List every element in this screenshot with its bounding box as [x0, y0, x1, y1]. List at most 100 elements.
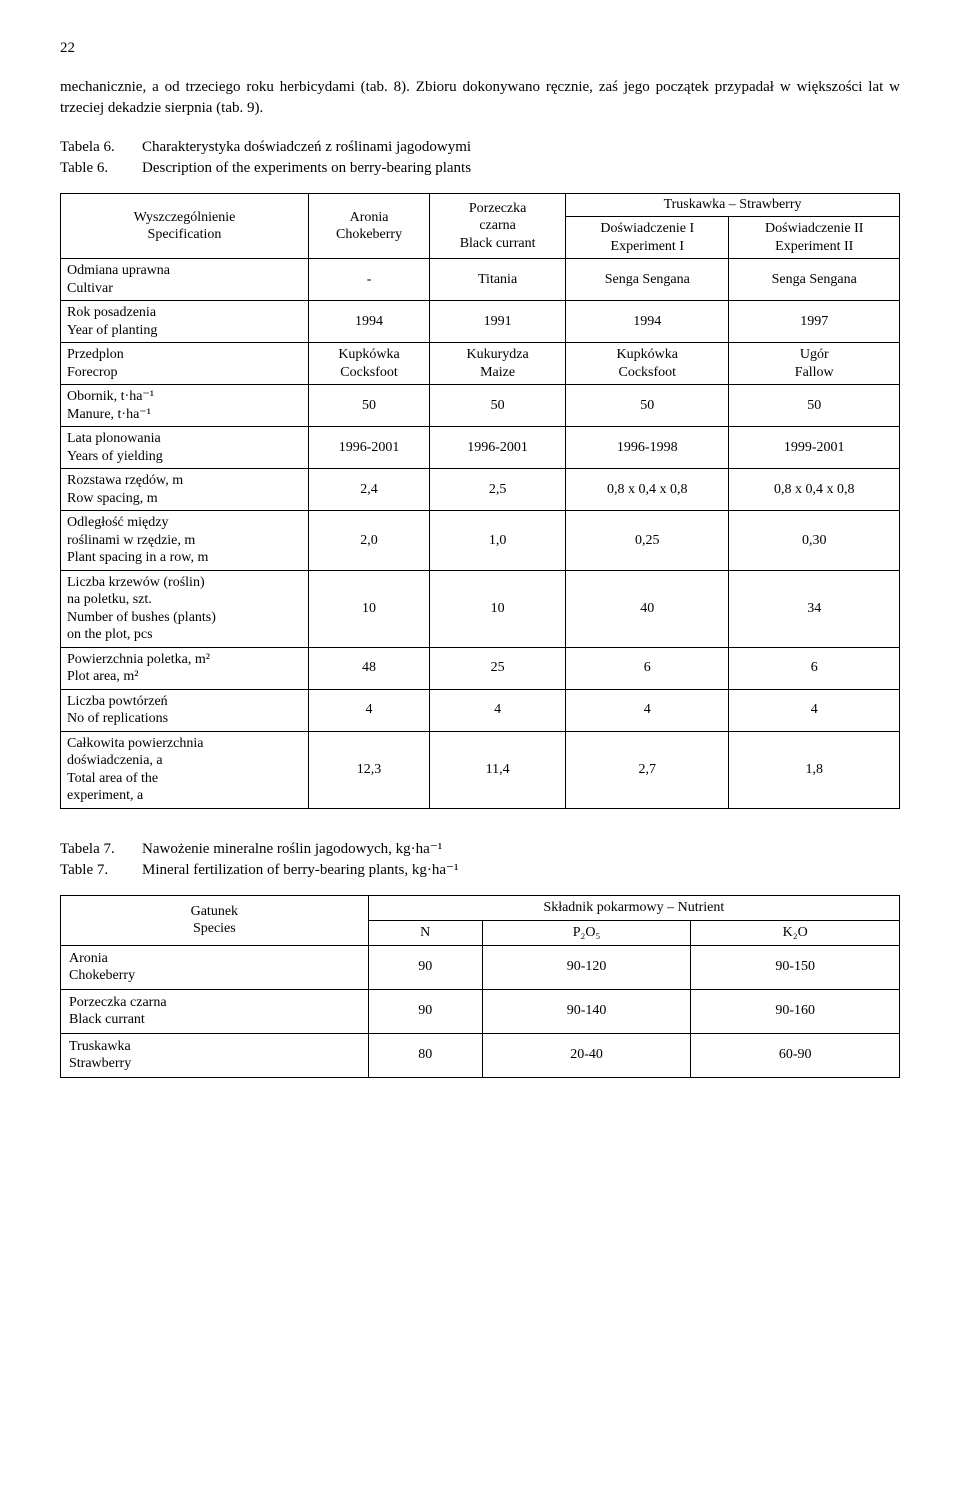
- cell: 60-90: [691, 1033, 900, 1077]
- col-spec: WyszczególnienieSpecification: [61, 194, 309, 259]
- row-label: Obornik, t·ha⁻¹Manure, t·ha⁻¹: [61, 385, 309, 427]
- table7-caption: Tabela 7. Nawożenie mineralne roślin jag…: [60, 839, 900, 881]
- cell: 12,3: [308, 731, 429, 808]
- col-k: K₂O: [691, 920, 900, 945]
- cell: 1996-2001: [430, 427, 566, 469]
- cell: 1,0: [430, 511, 566, 571]
- cell: 34: [729, 570, 900, 647]
- cell: 90: [368, 989, 482, 1033]
- cell: 4: [566, 689, 729, 731]
- table-row: Obornik, t·ha⁻¹Manure, t·ha⁻¹50505050: [61, 385, 900, 427]
- table-header-row: GatunekSpecies Składnik pokarmowy – Nutr…: [61, 895, 900, 920]
- cell: 2,7: [566, 731, 729, 808]
- cell: 1997: [729, 301, 900, 343]
- cell: 0,8 x 0,4 x 0,8: [566, 469, 729, 511]
- table-row: Odmiana uprawnaCultivar-TitaniaSenga Sen…: [61, 259, 900, 301]
- cell: 6: [729, 647, 900, 689]
- cell: 20-40: [482, 1033, 691, 1077]
- col-exp2: Doświadczenie IIExperiment II: [729, 217, 900, 259]
- cell: KupkówkaCocksfoot: [566, 343, 729, 385]
- cell: 90: [368, 945, 482, 989]
- row-label: Powierzchnia poletka, m²Plot area, m²: [61, 647, 309, 689]
- cell: 0,30: [729, 511, 900, 571]
- row-label: Odmiana uprawnaCultivar: [61, 259, 309, 301]
- table-row: Porzeczka czarnaBlack currant9090-14090-…: [61, 989, 900, 1033]
- caption-text: Charakterystyka doświadczeń z roślinami …: [142, 137, 900, 158]
- cell: 2,4: [308, 469, 429, 511]
- row-label: Porzeczka czarnaBlack currant: [61, 989, 369, 1033]
- table-row: Powierzchnia poletka, m²Plot area, m²482…: [61, 647, 900, 689]
- cell: 0,25: [566, 511, 729, 571]
- cell: 90-120: [482, 945, 691, 989]
- cell: 25: [430, 647, 566, 689]
- table-row: Rok posadzeniaYear of planting1994199119…: [61, 301, 900, 343]
- cell: 1994: [566, 301, 729, 343]
- col-porzeczka: PorzeczkaczarnaBlack currant: [430, 194, 566, 259]
- cell: 1994: [308, 301, 429, 343]
- cell: UgórFallow: [729, 343, 900, 385]
- cell: 2,0: [308, 511, 429, 571]
- cell: 10: [308, 570, 429, 647]
- table6: WyszczególnienieSpecification AroniaChok…: [60, 193, 900, 809]
- caption-label: Table 6.: [60, 158, 142, 179]
- table-row: AroniaChokeberry9090-12090-150: [61, 945, 900, 989]
- table-row: Lata plonowaniaYears of yielding1996-200…: [61, 427, 900, 469]
- row-label: Rok posadzeniaYear of planting: [61, 301, 309, 343]
- cell: 1991: [430, 301, 566, 343]
- table7: GatunekSpecies Składnik pokarmowy – Nutr…: [60, 895, 900, 1078]
- cell: 1,8: [729, 731, 900, 808]
- row-label: AroniaChokeberry: [61, 945, 369, 989]
- table-header-row: WyszczególnienieSpecification AroniaChok…: [61, 194, 900, 217]
- cell: 48: [308, 647, 429, 689]
- table6-caption: Tabela 6. Charakterystyka doświadczeń z …: [60, 137, 900, 179]
- row-label: PrzedplonForecrop: [61, 343, 309, 385]
- cell: 1999-2001: [729, 427, 900, 469]
- cell: 4: [430, 689, 566, 731]
- row-label: Odległość międzyroślinami w rzędzie, mPl…: [61, 511, 309, 571]
- cell: 50: [566, 385, 729, 427]
- caption-text: Mineral fertilization of berry-bearing p…: [142, 860, 900, 881]
- table-row: TruskawkaStrawberry8020-4060-90: [61, 1033, 900, 1077]
- caption-label: Tabela 7.: [60, 839, 142, 860]
- caption-text: Nawożenie mineralne roślin jagodowych, k…: [142, 839, 900, 860]
- cell: 50: [308, 385, 429, 427]
- cell: Senga Sengana: [566, 259, 729, 301]
- cell: 50: [729, 385, 900, 427]
- cell: 10: [430, 570, 566, 647]
- table-row: PrzedplonForecrop KupkówkaCocksfootKukury…: [61, 343, 900, 385]
- row-label: TruskawkaStrawberry: [61, 1033, 369, 1077]
- table-row: Liczba powtórzeńNo of replications4444: [61, 689, 900, 731]
- caption-label: Tabela 6.: [60, 137, 142, 158]
- caption-label: Table 7.: [60, 860, 142, 881]
- cell: 90-140: [482, 989, 691, 1033]
- cell: 50: [430, 385, 566, 427]
- cell: 90-150: [691, 945, 900, 989]
- cell: Titania: [430, 259, 566, 301]
- col-p: P₂O₅: [482, 920, 691, 945]
- cell: Senga Sengana: [729, 259, 900, 301]
- intro-paragraph: mechanicznie, a od trzeciego roku herbic…: [60, 77, 900, 119]
- cell: 90-160: [691, 989, 900, 1033]
- col-species: GatunekSpecies: [61, 895, 369, 945]
- caption-text: Description of the experiments on berry-…: [142, 158, 900, 179]
- row-label: Liczba powtórzeńNo of replications: [61, 689, 309, 731]
- table-row: Liczba krzewów (roślin)na poletku, szt.N…: [61, 570, 900, 647]
- cell: KukurydzaMaize: [430, 343, 566, 385]
- col-n: N: [368, 920, 482, 945]
- col-aronia: AroniaChokeberry: [308, 194, 429, 259]
- cell: 6: [566, 647, 729, 689]
- cell: 0,8 x 0,4 x 0,8: [729, 469, 900, 511]
- cell: 80: [368, 1033, 482, 1077]
- row-label: Rozstawa rzędów, mRow spacing, m: [61, 469, 309, 511]
- cell: 4: [729, 689, 900, 731]
- table-row: Całkowita powierzchniadoświadczenia, aTo…: [61, 731, 900, 808]
- col-nutrient: Składnik pokarmowy – Nutrient: [368, 895, 899, 920]
- cell: 11,4: [430, 731, 566, 808]
- cell: -: [308, 259, 429, 301]
- col-exp1: Doświadczenie IExperiment I: [566, 217, 729, 259]
- cell: 1996-2001: [308, 427, 429, 469]
- row-label: Liczba krzewów (roślin)na poletku, szt.N…: [61, 570, 309, 647]
- col-truskawka: Truskawka – Strawberry: [566, 194, 900, 217]
- table-row: Odległość międzyroślinami w rzędzie, mPl…: [61, 511, 900, 571]
- row-label: Lata plonowaniaYears of yielding: [61, 427, 309, 469]
